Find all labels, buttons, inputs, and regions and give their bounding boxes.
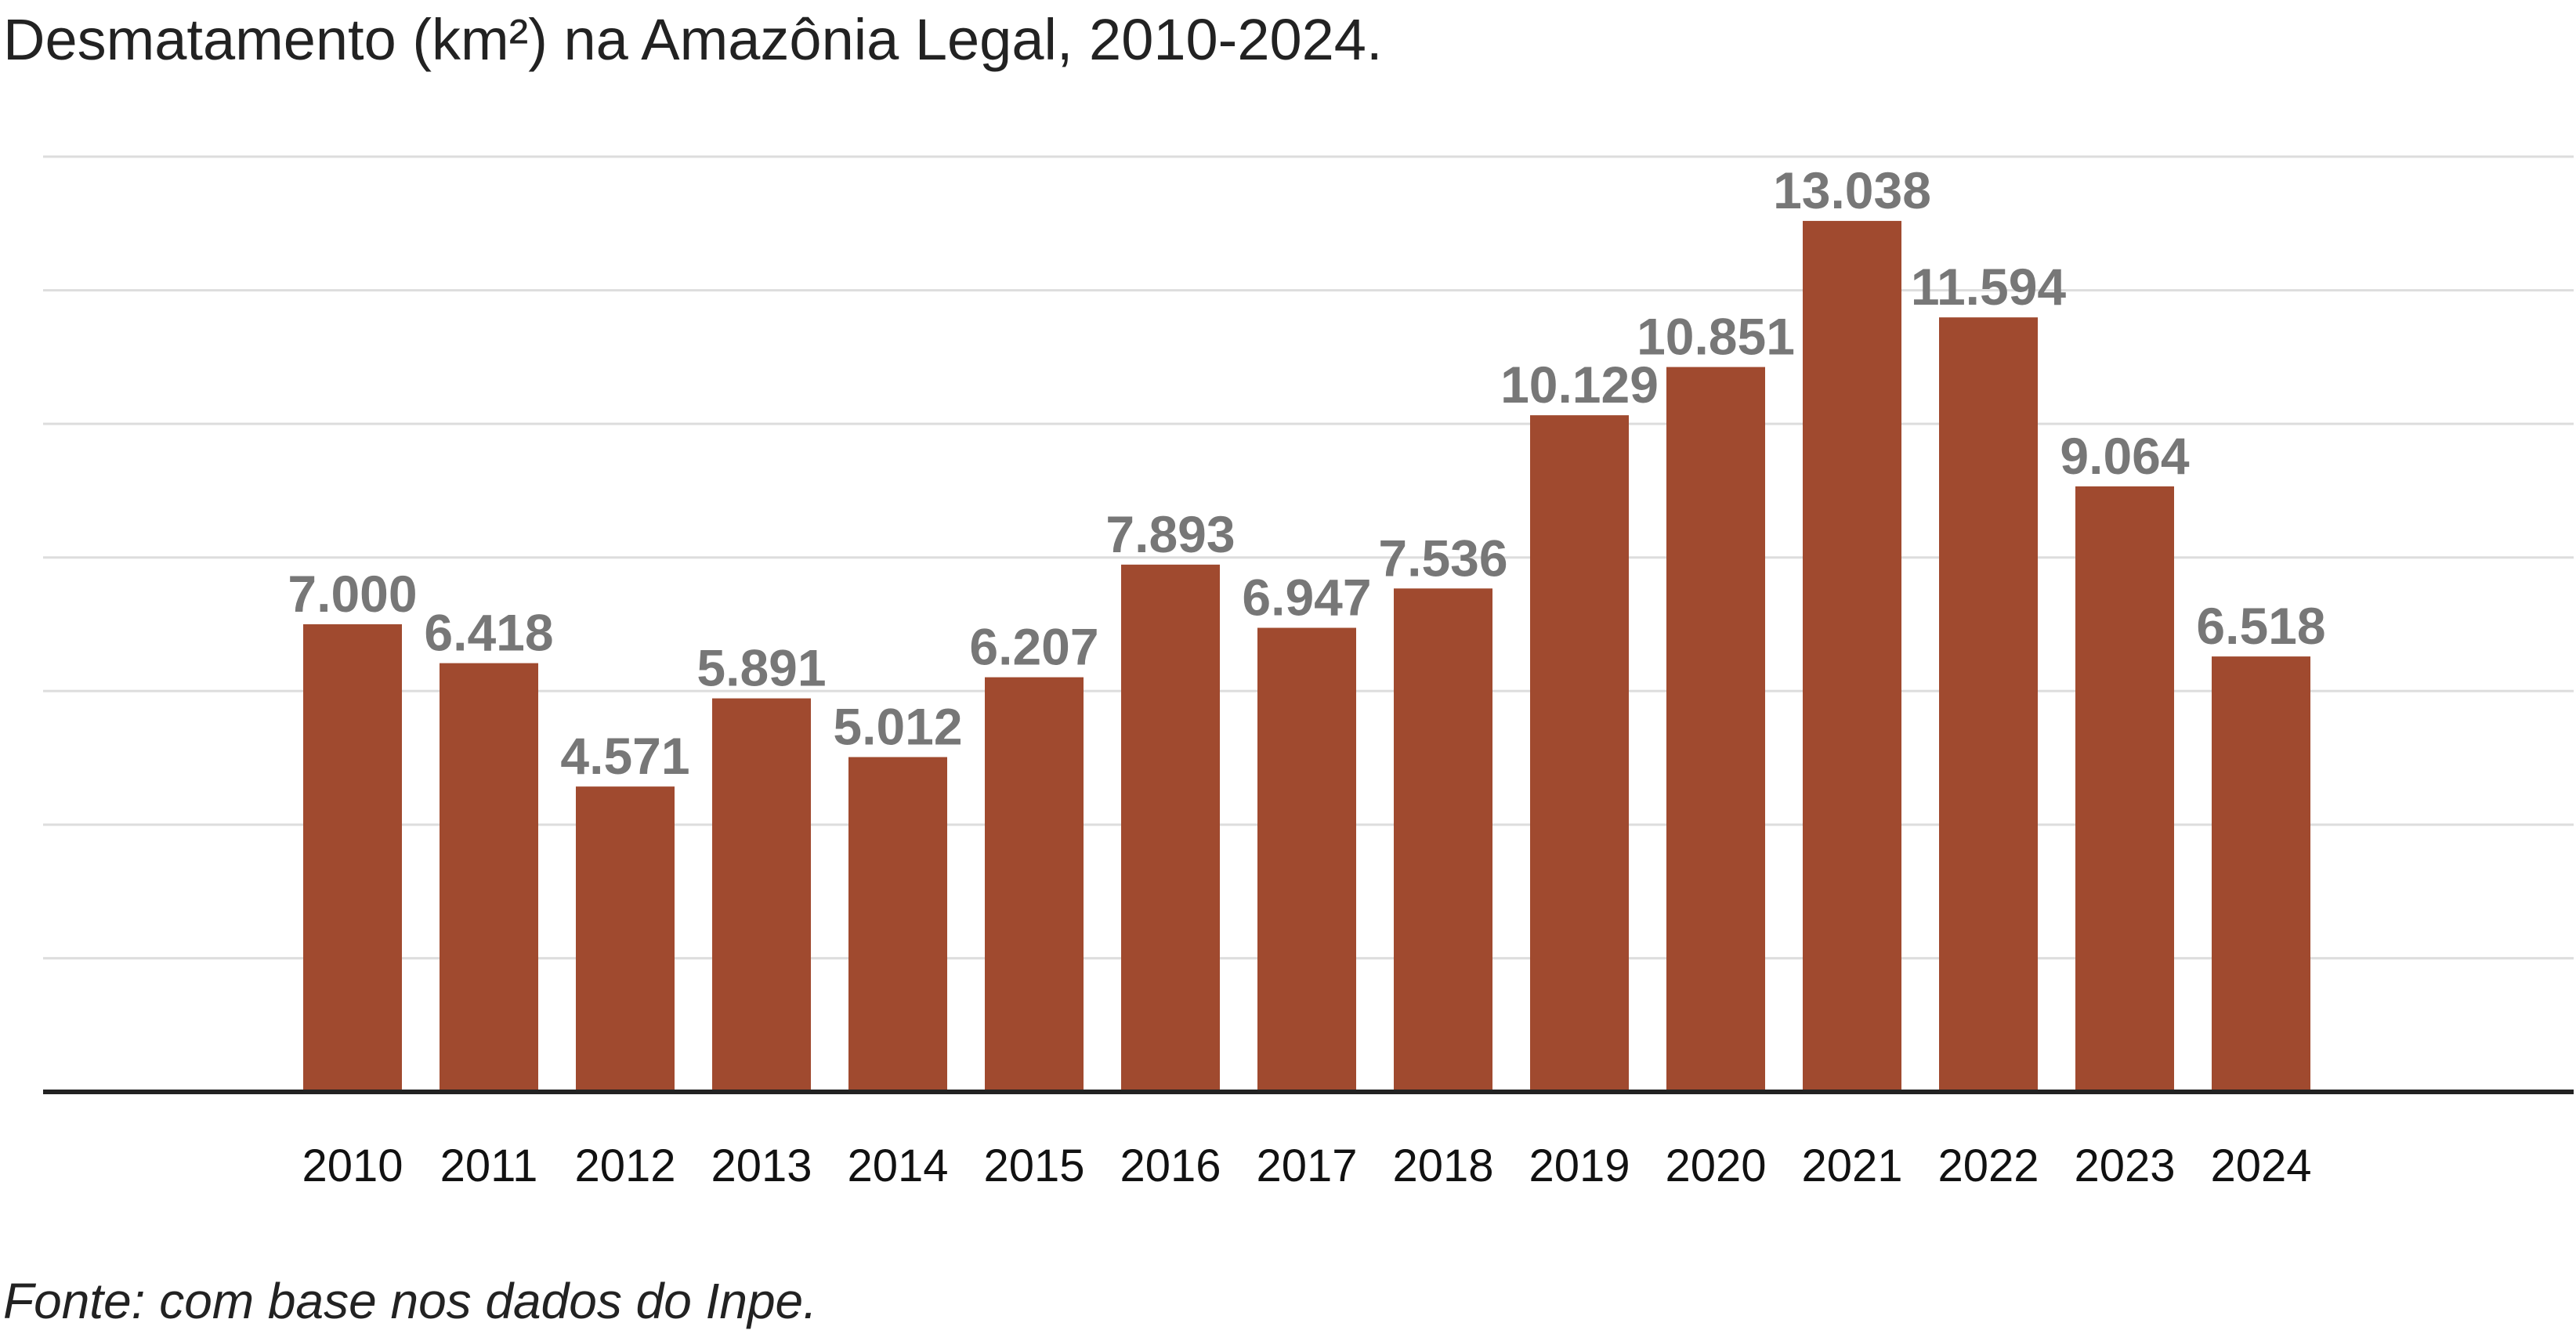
x-tick-label-2011: 2011 — [440, 1140, 538, 1191]
value-label-2021: 13.038 — [1773, 161, 1931, 219]
bar-2022 — [1939, 317, 2038, 1093]
bar-2019 — [1530, 415, 1629, 1092]
bar-2010 — [303, 624, 402, 1092]
x-tick-label-2013: 2013 — [711, 1140, 812, 1191]
x-tick-label-2024: 2024 — [2210, 1140, 2311, 1191]
value-label-2014: 5.012 — [833, 698, 962, 756]
bar-2012 — [576, 786, 675, 1092]
bar-2024 — [2212, 656, 2310, 1092]
value-label-2017: 6.947 — [1242, 569, 1371, 627]
x-tick-label-2010: 2010 — [302, 1140, 403, 1191]
x-tick-label-2012: 2012 — [574, 1140, 675, 1191]
value-label-2015: 6.207 — [969, 618, 1098, 676]
x-tick-label-2016: 2016 — [1120, 1140, 1221, 1191]
value-label-2020: 10.851 — [1637, 308, 1795, 366]
value-label-2013: 5.891 — [696, 639, 826, 697]
x-tick-label-2020: 2020 — [1665, 1140, 1766, 1191]
x-tick-label-2019: 2019 — [1529, 1140, 1630, 1191]
x-tick-label-2022: 2022 — [1937, 1140, 2039, 1191]
x-tick-label-2021: 2021 — [1801, 1140, 1902, 1191]
value-label-2023: 9.064 — [2060, 427, 2189, 485]
value-label-2010: 7.000 — [288, 565, 417, 623]
x-tick-label-2014: 2014 — [847, 1140, 948, 1191]
value-label-2016: 7.893 — [1105, 505, 1235, 563]
x-tick-label-2018: 2018 — [1392, 1140, 1493, 1191]
value-label-2019: 10.129 — [1500, 356, 1659, 414]
x-tick-label-2023: 2023 — [2074, 1140, 2175, 1191]
bar-2020 — [1666, 367, 1765, 1093]
bar-2011 — [440, 663, 538, 1092]
x-tick-label-2017: 2017 — [1256, 1140, 1357, 1191]
value-label-2018: 7.536 — [1378, 529, 1507, 587]
bar-2014 — [848, 757, 947, 1092]
bar-2013 — [712, 698, 811, 1092]
chart-title: Desmatamento (km²) na Amazônia Legal, 20… — [3, 7, 1383, 72]
x-tick-labels: 2010 2011 2012 2013 2014 2015 2016 2017 2018 2019… — [302, 1140, 2311, 1191]
bar-2018 — [1394, 588, 1492, 1092]
bar-2015 — [985, 677, 1084, 1092]
bar-2021 — [1803, 221, 1901, 1092]
bar-2017 — [1257, 627, 1356, 1092]
bar-2016 — [1121, 564, 1220, 1092]
bars — [303, 221, 2310, 1093]
value-label-2024: 6.518 — [2196, 597, 2325, 655]
value-label-2022: 11.594 — [1911, 258, 2067, 316]
value-label-2012: 4.571 — [560, 727, 689, 785]
x-tick-label-2015: 2015 — [983, 1140, 1084, 1191]
value-label-2011: 6.418 — [424, 604, 553, 662]
source-note: Fonte: com base nos dados do Inpe. — [3, 1273, 817, 1329]
bar-2023 — [2075, 486, 2174, 1092]
